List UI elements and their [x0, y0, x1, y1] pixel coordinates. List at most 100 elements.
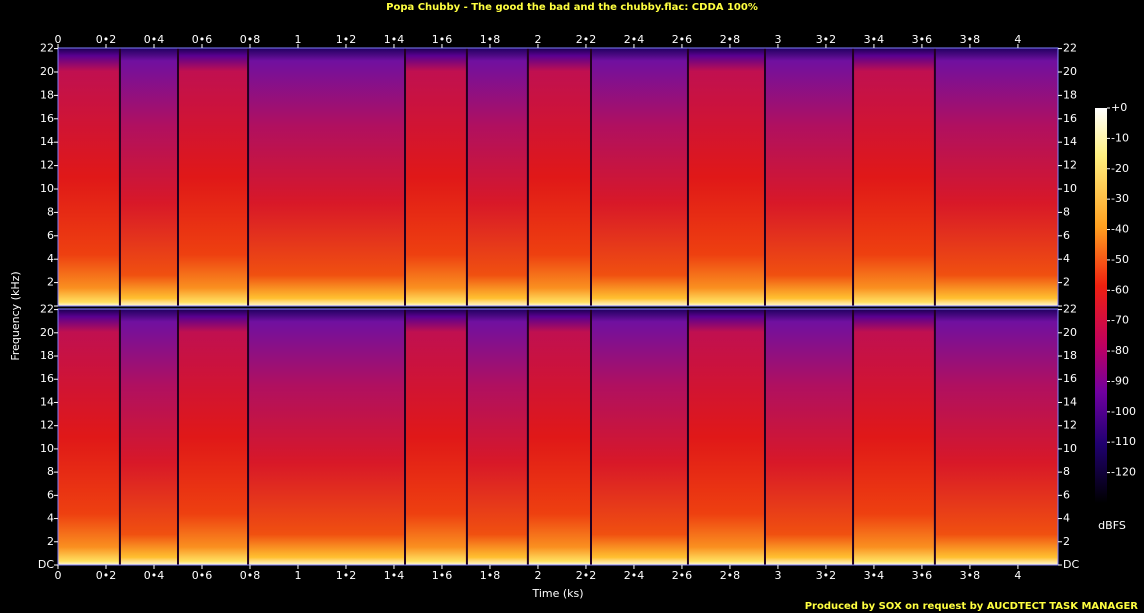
y-tick-label: 6 — [47, 229, 54, 242]
x-tick-label: 1•6 — [432, 33, 453, 46]
y-tick-label: 22 — [1063, 42, 1077, 55]
y-tick-label: 18 — [40, 88, 54, 101]
track-spectrum — [405, 48, 467, 306]
y-tick-label: DC — [38, 558, 54, 571]
x-tick-label: 2•4 — [624, 569, 645, 582]
y-tick-label: 10 — [1063, 182, 1077, 195]
colorbar-tick-label: -60 — [1111, 283, 1129, 296]
y-tick-label: 20 — [40, 65, 54, 78]
x-tick-label: 2•2 — [576, 569, 597, 582]
colorbar-tick-label: -40 — [1111, 223, 1129, 236]
colorbar-tick-label: -20 — [1111, 162, 1129, 175]
x-tick-label: 0 — [55, 569, 62, 582]
y-tick-label: 18 — [40, 349, 54, 362]
y-axis-label: Frequency (kHz) — [9, 271, 22, 360]
x-tick-label: 1•2 — [336, 33, 357, 46]
colorbar-tick-label: -110 — [1111, 435, 1136, 448]
y-tick-label: 20 — [1063, 326, 1077, 339]
x-tick-label: 1•6 — [432, 569, 453, 582]
x-tick-label: 1•2 — [336, 569, 357, 582]
colorbar-tick-label: -80 — [1111, 344, 1129, 357]
y-tick-label: 20 — [1063, 65, 1077, 78]
track-spectrum — [853, 48, 935, 306]
x-tick-label: 3•8 — [960, 33, 981, 46]
colorbar-label: dBFS — [1098, 519, 1126, 532]
x-tick-label: 3 — [774, 33, 781, 46]
y-tick-label: 14 — [1063, 135, 1077, 148]
x-tick-label: 3•6 — [912, 33, 933, 46]
y-tick-label: 14 — [40, 135, 54, 148]
track-spectrum — [248, 48, 406, 306]
track-spectrum — [58, 48, 120, 306]
track-spectrum — [466, 309, 528, 565]
y-tick-label: 8 — [1063, 465, 1070, 478]
x-tick-label: 2•8 — [720, 569, 741, 582]
y-tick-label: 16 — [40, 372, 54, 385]
x-tick-label: 2 — [534, 33, 541, 46]
track-spectrum — [687, 309, 765, 565]
x-tick-label: 0•2 — [96, 569, 117, 582]
y-tick-label: 8 — [47, 465, 54, 478]
track-spectrum — [119, 48, 178, 306]
x-tick-label: 3 — [774, 569, 781, 582]
colorbar-tick-label: -30 — [1111, 192, 1129, 205]
y-tick-label: 16 — [40, 112, 54, 125]
x-tick-label: 1•4 — [384, 33, 405, 46]
y-tick-label: 12 — [1063, 159, 1077, 172]
track-spectrum — [934, 309, 1058, 565]
track-spectrum — [177, 309, 249, 565]
colorbar-tick-label: -70 — [1111, 314, 1129, 327]
y-tick-label: 14 — [40, 395, 54, 408]
y-tick-label: 10 — [40, 182, 54, 195]
track-spectrum — [248, 309, 406, 565]
track-spectrum — [58, 309, 120, 565]
x-tick-label: 2•2 — [576, 33, 597, 46]
x-tick-label: 3•8 — [960, 569, 981, 582]
x-tick-label: 2•6 — [672, 33, 693, 46]
y-tick-label: 12 — [40, 419, 54, 432]
y-tick-label: 4 — [47, 512, 54, 525]
y-tick-label: 2 — [1063, 276, 1070, 289]
track-spectrum — [687, 48, 765, 306]
y-tick-label: 12 — [1063, 419, 1077, 432]
track-spectrum — [590, 48, 688, 306]
y-tick-label: 22 — [40, 42, 54, 55]
x-tick-label: 1•4 — [384, 569, 405, 582]
y-tick-label: 6 — [47, 488, 54, 501]
track-spectrum — [119, 309, 178, 565]
track-spectrum — [590, 309, 688, 565]
y-tick-label: 20 — [40, 326, 54, 339]
x-tick-label: 4 — [1014, 33, 1021, 46]
x-tick-label: 2•6 — [672, 569, 693, 582]
x-tick-label: 3•2 — [816, 33, 837, 46]
y-tick-label: 8 — [1063, 205, 1070, 218]
y-tick-label: 16 — [1063, 372, 1077, 385]
footer: Produced by SOX on request by AUCDTECT T… — [805, 601, 1139, 612]
colorbar-tick-label: -90 — [1111, 374, 1129, 387]
colorbar-tick-label: -50 — [1111, 253, 1129, 266]
track-spectrum — [527, 48, 591, 306]
x-tick-label: 1•8 — [480, 33, 501, 46]
y-tick-label: 22 — [40, 303, 54, 316]
y-tick-label: 18 — [1063, 349, 1077, 362]
colorbar-tick-label: -120 — [1111, 466, 1136, 479]
x-tick-label: 3•4 — [864, 33, 885, 46]
x-tick-label: 0•6 — [192, 569, 213, 582]
colorbar — [1095, 108, 1107, 503]
x-tick-label: 4 — [1014, 569, 1021, 582]
x-tick-label: 0 — [55, 33, 62, 46]
y-tick-label: 18 — [1063, 88, 1077, 101]
x-axis-label: Time (ks) — [531, 587, 583, 600]
x-tick-label: 1•8 — [480, 569, 501, 582]
y-tick-label: 10 — [1063, 442, 1077, 455]
y-tick-label: 2 — [47, 535, 54, 548]
y-tick-label: 6 — [1063, 488, 1070, 501]
chart-title: Popa Chubby - The good the bad and the c… — [386, 2, 758, 13]
track-spectrum — [177, 48, 249, 306]
y-tick-label: 16 — [1063, 112, 1077, 125]
x-tick-label: 0•8 — [240, 33, 261, 46]
x-tick-label: 0•4 — [144, 569, 165, 582]
x-tick-label: 1 — [294, 33, 301, 46]
track-spectrum — [764, 309, 854, 565]
